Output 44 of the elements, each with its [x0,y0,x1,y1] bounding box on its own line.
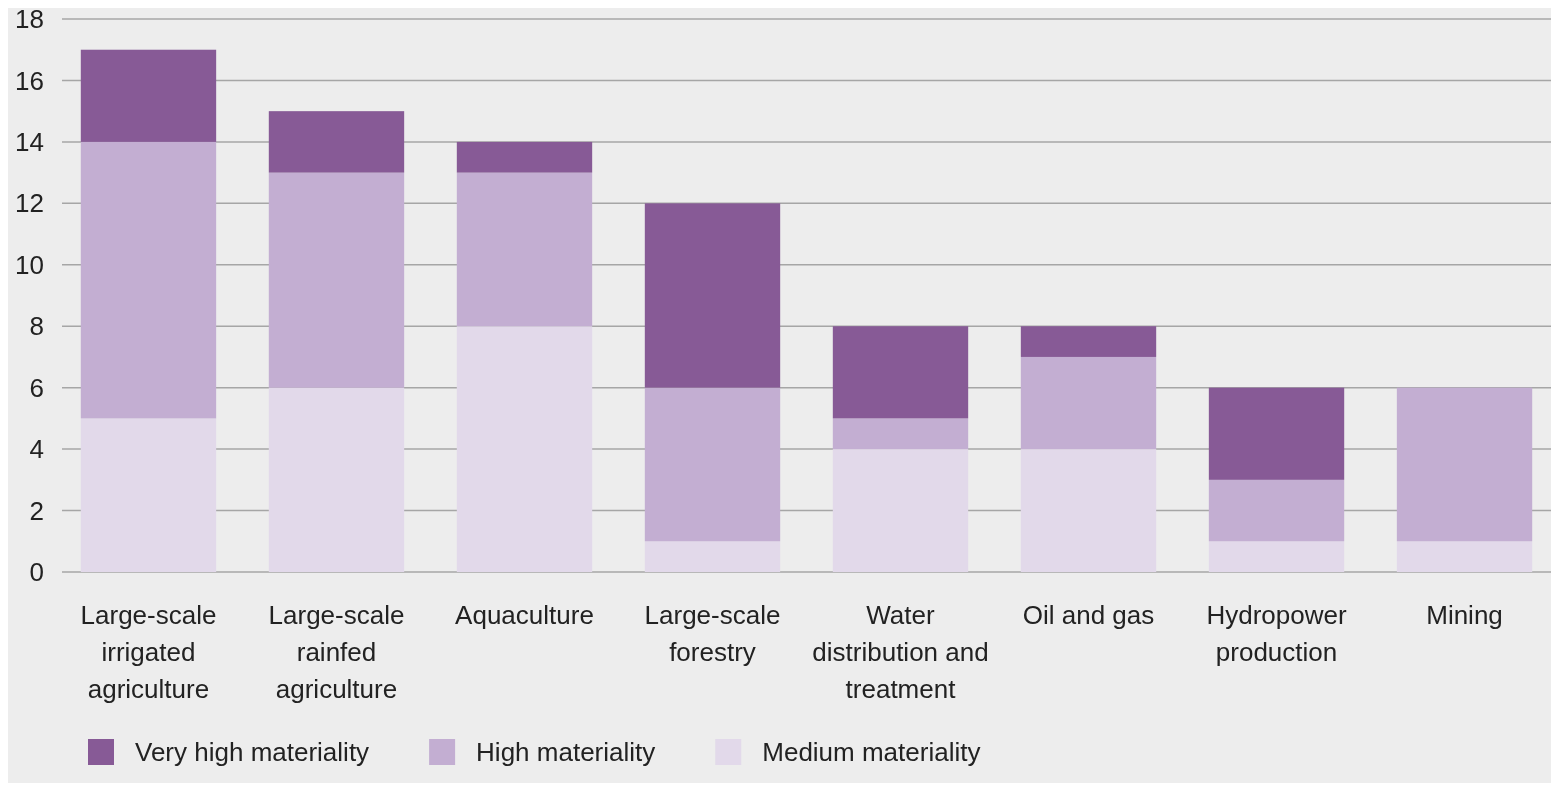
x-tick-label: Water distribution and treatment [812,600,989,704]
y-tick-label: 12 [15,188,44,219]
x-tick-label: Large-scale rainfed agriculture [268,600,405,704]
y-tick-label: 2 [29,495,44,526]
y-tick-label: 14 [15,126,44,157]
legend-label: Medium materiality [762,737,981,768]
bar [268,172,405,388]
y-tick-label: 6 [29,372,44,403]
bar [80,141,217,419]
y-tick-label: 4 [29,434,44,465]
x-tick-label: Large-scale irrigated agriculture [80,600,217,704]
legend-label: High materiality [476,737,656,768]
bar [268,111,405,173]
x-tick-label: Hydropower production [1206,600,1347,667]
bar [1208,387,1345,480]
legend-label: Very high materiality [135,737,370,768]
bar [456,172,593,327]
bar [80,418,217,572]
bar [456,326,593,572]
bar [268,387,405,572]
bar [832,418,969,450]
bar [1396,541,1533,572]
bar [832,449,969,572]
y-tick-label: 8 [29,311,44,342]
bar [1020,356,1157,450]
x-tick-label: Large-scale forestry [644,600,781,667]
bar [644,541,781,572]
bar [1020,326,1157,357]
y-tick-label: 0 [29,557,44,588]
x-tick-label: Mining [1426,600,1503,630]
bar [1396,387,1533,542]
bar [644,387,781,542]
bar [644,203,781,388]
bar [80,49,217,142]
bar [1208,479,1345,542]
bar [1208,541,1345,572]
bar [456,141,593,173]
y-tick-label: 18 [15,4,44,35]
y-tick-label: 16 [15,65,44,96]
x-tick-label: Aquaculture [455,600,594,630]
y-tick-label: 10 [15,249,44,280]
bar [832,326,969,419]
x-tick-label: Oil and gas [1022,600,1155,630]
bar [1020,449,1157,572]
